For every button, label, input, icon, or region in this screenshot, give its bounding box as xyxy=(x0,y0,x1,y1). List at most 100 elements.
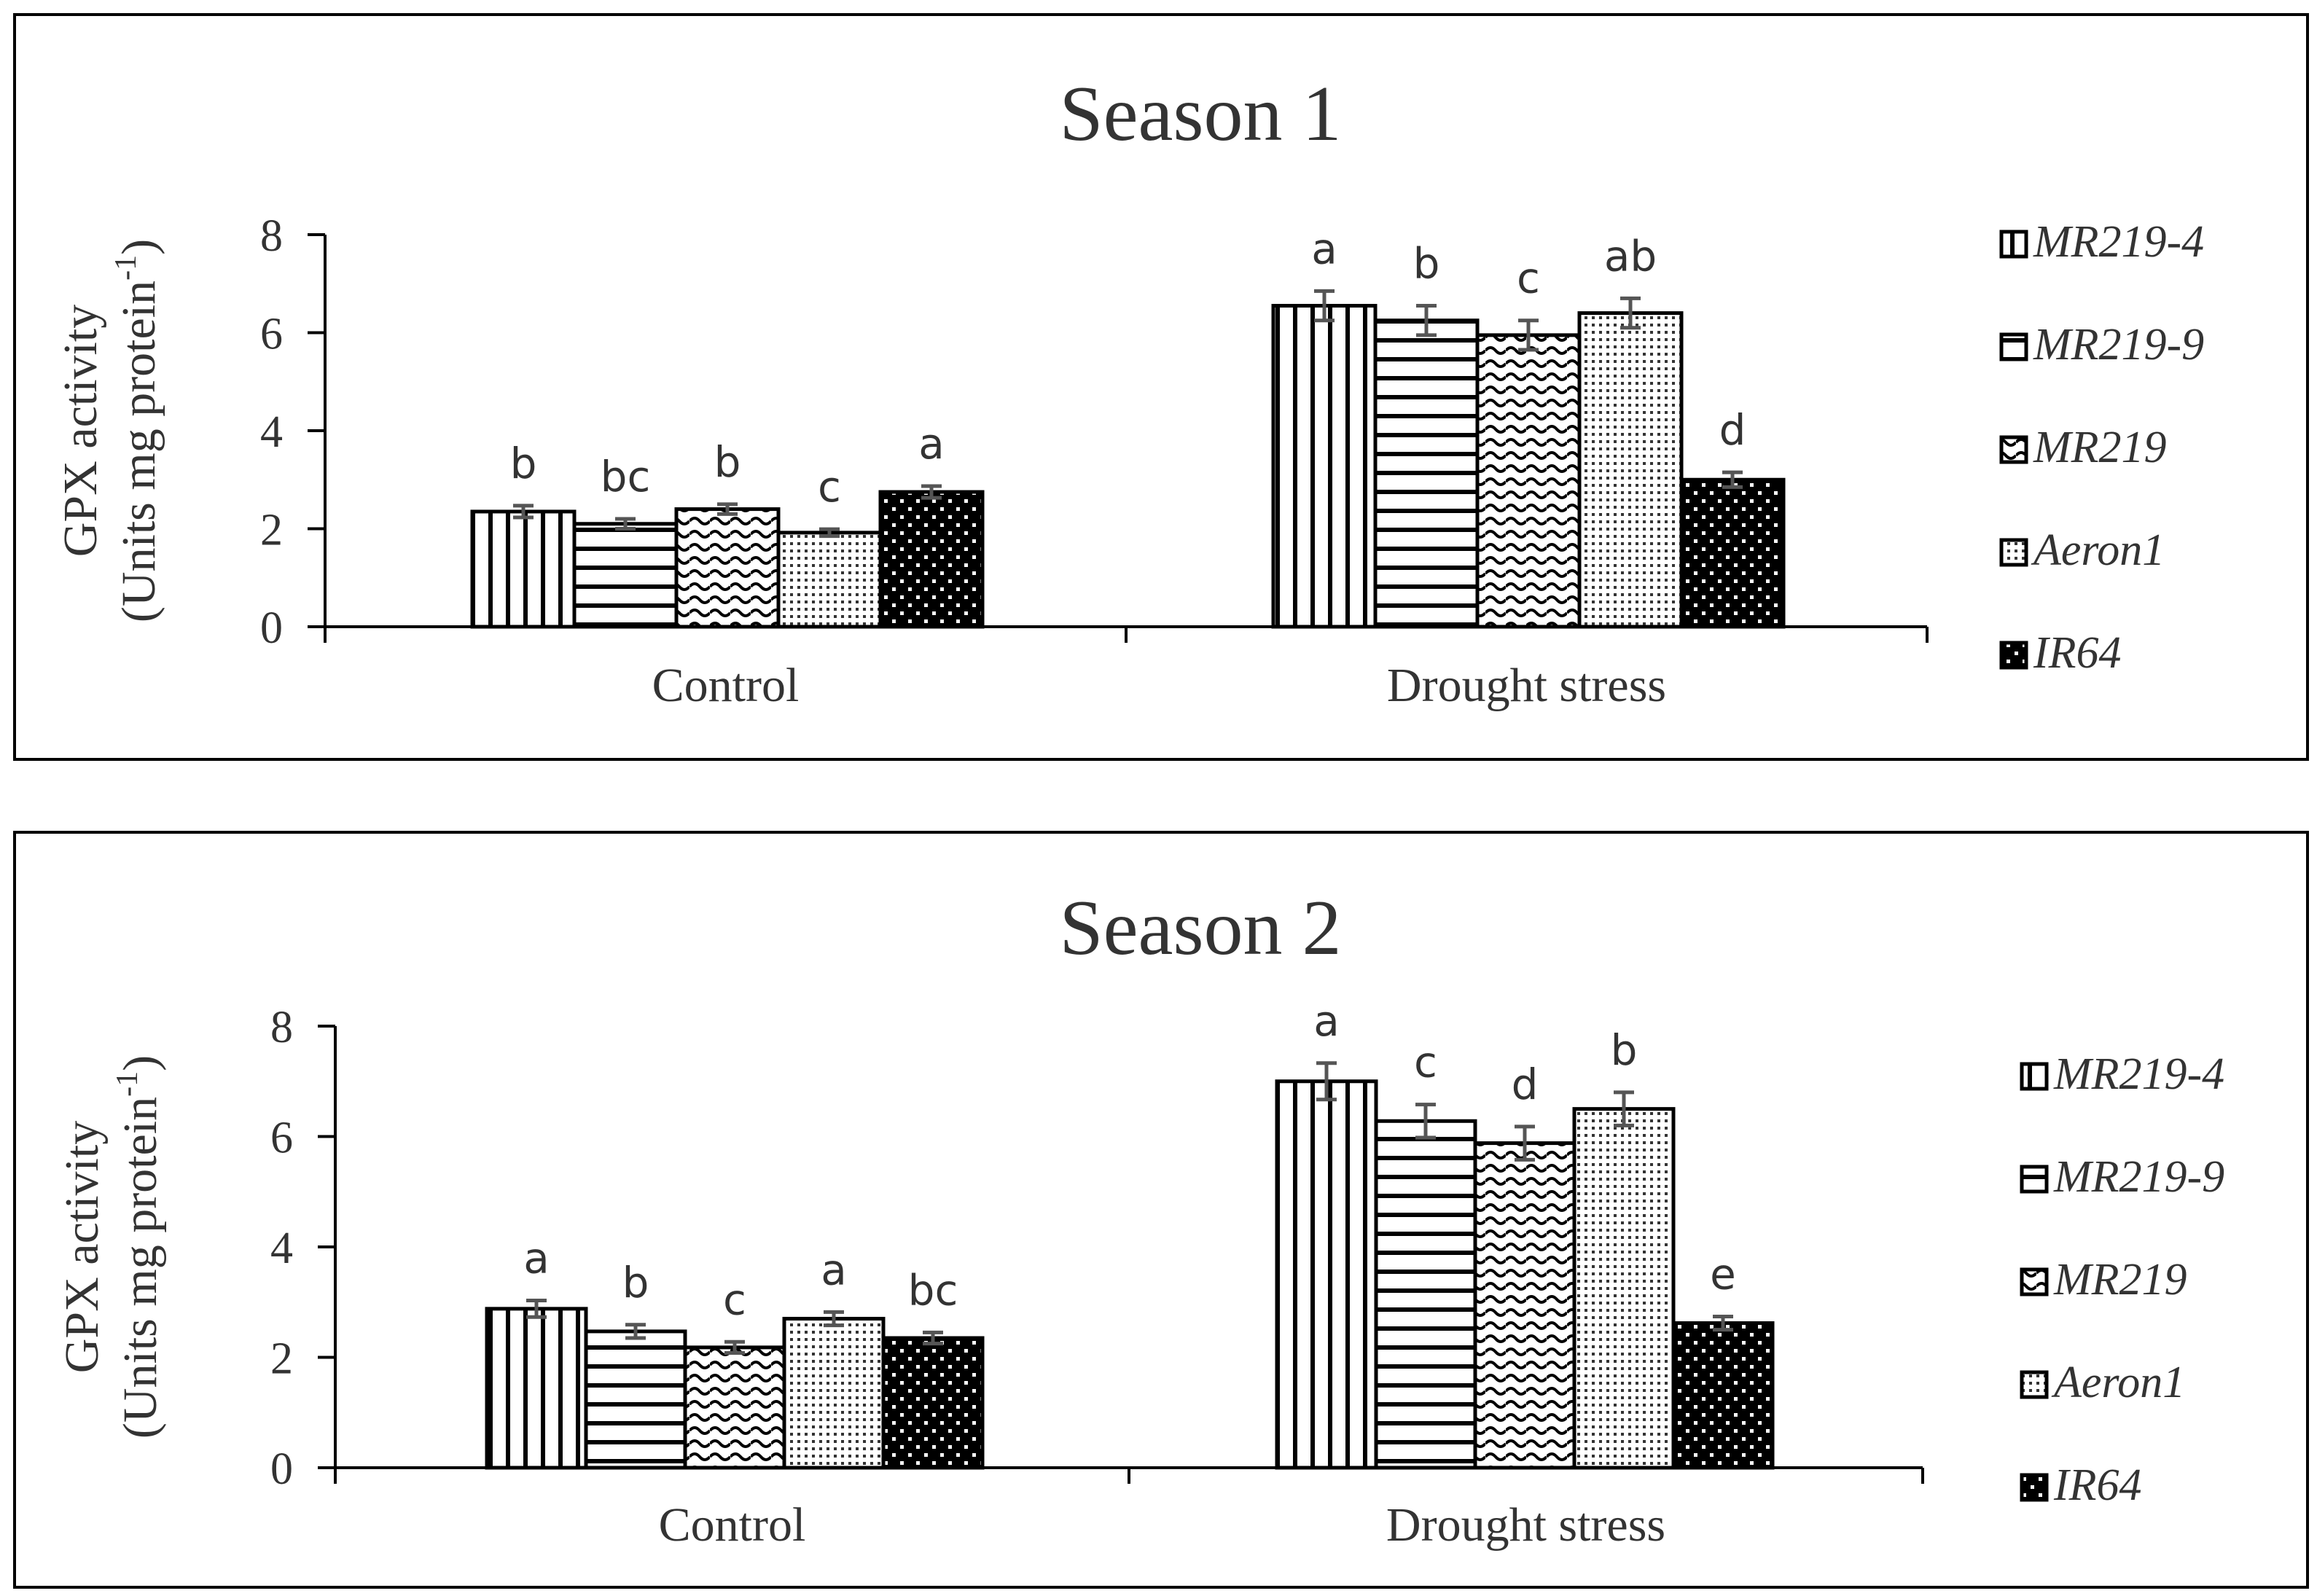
error-bar xyxy=(824,1310,844,1328)
y-tick-label: 6 xyxy=(270,1114,293,1163)
bar xyxy=(674,507,781,629)
legend-swatch xyxy=(2020,1062,2049,1091)
chart-title: Season 2 xyxy=(1060,885,1342,971)
error-bar xyxy=(1316,1061,1337,1102)
y-tick-label: 6 xyxy=(260,310,283,359)
legend-label: IR64 xyxy=(2033,628,2122,678)
error-bar xyxy=(526,1298,547,1319)
legend-swatch xyxy=(1999,230,2028,259)
bar xyxy=(683,1345,786,1470)
significance-letter: d xyxy=(1719,405,1746,455)
bar xyxy=(1275,1079,1378,1470)
legend-swatch xyxy=(1999,538,2028,567)
significance-letter: a xyxy=(821,1245,847,1294)
x-category-label: Control xyxy=(659,1498,806,1552)
season-1-chart-panel: Season 1 0 2 4 6 8 Control Drought stress GPX ac… xyxy=(13,13,2309,761)
legend-item: Aeron1 xyxy=(1999,525,2165,575)
bar xyxy=(1475,333,1582,629)
bar xyxy=(584,1329,687,1470)
bar xyxy=(881,1336,985,1470)
bar xyxy=(1679,477,1786,629)
significance-letter: ab xyxy=(1604,231,1657,281)
bar xyxy=(878,490,985,629)
legend-item: MR219-4 xyxy=(1999,217,2204,267)
y-tick-label: 2 xyxy=(260,506,283,555)
legend-label: IR64 xyxy=(2053,1460,2142,1510)
bar xyxy=(1271,304,1378,629)
season-2-chart-panel: Season 2 0 2 4 6 8 Control Drought stress GPX ac… xyxy=(13,831,2309,1589)
bar xyxy=(470,509,577,629)
bar xyxy=(1577,311,1684,629)
error-bar xyxy=(1713,1314,1733,1332)
legend-item: Aeron1 xyxy=(2020,1358,2185,1407)
error-bar xyxy=(1415,1103,1436,1140)
bar xyxy=(572,522,679,629)
legend-item: IR64 xyxy=(1999,628,2122,678)
significance-letter: bc xyxy=(601,452,651,501)
legend-swatch xyxy=(2020,1370,2049,1399)
error-bar xyxy=(1722,470,1743,489)
legend-swatch xyxy=(1999,641,2028,670)
legend-swatch xyxy=(2020,1165,2049,1194)
y-axis-title-line2: (Units mg protein-1) xyxy=(109,239,165,622)
legend-label: MR219-9 xyxy=(2033,320,2204,369)
y-tick-label: 4 xyxy=(260,407,283,457)
chart-title: Season 1 xyxy=(1060,71,1342,157)
legend-swatch xyxy=(1999,332,2028,361)
bar xyxy=(782,1316,886,1470)
y-axis-title-line2: (Units mg protein-1) xyxy=(111,1055,167,1439)
error-bar xyxy=(921,484,942,500)
legend-label: MR219 xyxy=(2053,1255,2187,1304)
bar xyxy=(1373,318,1480,629)
error-bar xyxy=(1614,1090,1634,1127)
legend-label: MR219 xyxy=(2033,423,2167,472)
significance-letter: a xyxy=(1313,996,1340,1046)
bar xyxy=(1671,1321,1775,1470)
significance-letter: a xyxy=(1311,224,1337,273)
significance-letter: c xyxy=(818,462,841,512)
error-bar xyxy=(625,1323,646,1340)
x-category-label: Drought stress xyxy=(1387,659,1666,712)
y-tick-label: 8 xyxy=(270,1003,293,1052)
error-bar xyxy=(724,1339,745,1355)
error-bar xyxy=(1518,318,1539,352)
y-tick-label: 0 xyxy=(260,603,283,653)
significance-letter: b xyxy=(510,439,537,488)
legend-swatch xyxy=(2020,1473,2049,1502)
y-axis-title-line1: GPX activity xyxy=(55,1121,109,1373)
significance-letter: c xyxy=(1517,254,1540,303)
significance-letter: b xyxy=(1413,239,1440,289)
significance-letter: c xyxy=(723,1275,746,1324)
y-tick-label: 8 xyxy=(260,211,283,261)
y-axis-title: GPX activity (Units mg protein-1) xyxy=(55,1055,167,1439)
legend-label: Aeron1 xyxy=(2031,525,2165,575)
season-2-chart: Season 2 0 2 4 6 8 Control Drought stress GPX ac… xyxy=(55,885,2224,1552)
season-1-chart: Season 1 0 2 4 6 8 Control Drought stress GPX ac… xyxy=(54,71,2204,712)
significance-letter: bc xyxy=(908,1265,958,1315)
legend-item: MR219 xyxy=(2020,1255,2187,1304)
legend-label: MR219-4 xyxy=(2053,1049,2224,1099)
y-tick-label: 4 xyxy=(270,1224,293,1273)
legend-item: MR219 xyxy=(1999,423,2167,472)
bar xyxy=(776,531,883,629)
error-bar xyxy=(717,502,738,516)
significance-letter: b xyxy=(714,437,741,487)
significance-letter: c xyxy=(1414,1038,1437,1087)
error-bar xyxy=(923,1330,943,1346)
legend-item: IR64 xyxy=(2020,1460,2142,1510)
bar xyxy=(1374,1119,1477,1470)
legend-label: MR219-9 xyxy=(2053,1152,2224,1202)
legend-label: Aeron1 xyxy=(2051,1358,2185,1407)
significance-letter: b xyxy=(1611,1025,1638,1075)
x-category-label: Control xyxy=(652,659,800,712)
x-category-label: Drought stress xyxy=(1386,1498,1665,1552)
error-bar xyxy=(513,504,534,520)
bar xyxy=(1473,1141,1576,1470)
legend-item: MR219-9 xyxy=(2020,1152,2224,1202)
y-axis-title: GPX activity (Units mg protein-1) xyxy=(54,239,165,622)
error-bar xyxy=(615,517,636,531)
significance-letter: a xyxy=(918,419,945,469)
legend-swatch xyxy=(1999,435,2028,464)
error-bar xyxy=(1620,296,1641,330)
bar xyxy=(485,1307,588,1470)
